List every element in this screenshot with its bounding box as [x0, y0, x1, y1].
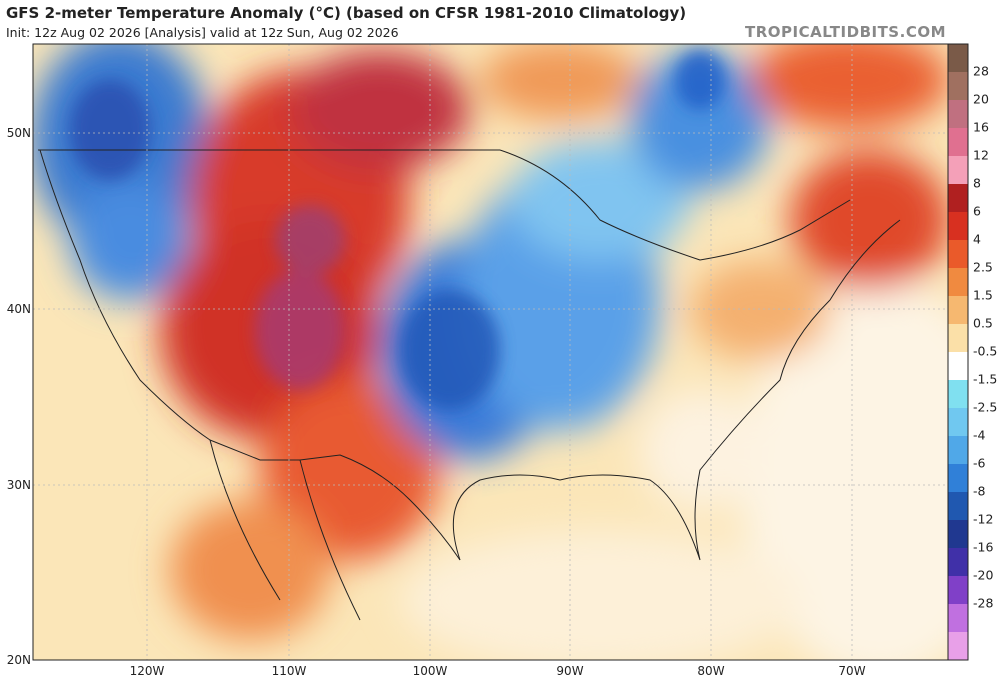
colorbar-swatch	[948, 520, 968, 549]
colorbar-label: -12	[973, 512, 993, 527]
colorbar-label: -28	[973, 596, 993, 611]
colorbar-swatch	[948, 240, 968, 269]
longitude-label: 120W	[130, 664, 165, 678]
colorbar-label: -8	[973, 484, 986, 499]
colorbar-label: -6	[973, 456, 986, 471]
colorbar-label: 20	[973, 92, 989, 107]
title: GFS 2-meter Temperature Anomaly (°C) (ba…	[6, 4, 686, 22]
colorbar-swatch	[948, 184, 968, 213]
longitude-label: 90W	[556, 664, 583, 678]
colorbar-label: -4	[973, 428, 986, 443]
colorbar-swatch	[948, 408, 968, 437]
colorbar-swatch	[948, 212, 968, 241]
latitude-label: 20N	[7, 653, 31, 667]
colorbar-swatch	[948, 128, 968, 157]
colorbar: 28 20 16 12 8 6 4 2.5 1.5 0.5 -0.5 -1.5 -2.5 -4 -6 -8 -1…	[947, 43, 997, 661]
colorbar-label: 0.5	[973, 316, 993, 331]
colorbar-swatch	[948, 72, 968, 101]
colorbar-swatch	[948, 324, 968, 353]
colorbar-label: 16	[973, 120, 989, 135]
colorbar-swatch	[948, 44, 968, 73]
colorbar-swatch	[948, 604, 968, 633]
watermark: TROPICALTIDBITS.COM	[745, 23, 946, 41]
colorbar-label: 6	[973, 204, 981, 219]
colorbar-swatch	[948, 464, 968, 493]
colorbar-label: 28	[973, 64, 989, 79]
colorbar-label: 12	[973, 148, 989, 163]
colorbar-swatch	[948, 492, 968, 521]
colorbar-label: 2.5	[973, 260, 993, 275]
colorbar-swatch	[948, 576, 968, 605]
latitude-label: 30N	[7, 478, 31, 492]
colorbar-label: 4	[973, 232, 981, 247]
colorbar-swatch	[948, 156, 968, 185]
colorbar-swatch	[948, 100, 968, 129]
latitude-label: 40N	[7, 302, 31, 316]
colorbar-swatch	[948, 296, 968, 325]
subtitle: Init: 12z Aug 02 2026 [Analysis] valid a…	[6, 25, 399, 40]
colorbar-label: 8	[973, 176, 981, 191]
longitude-label: 70W	[838, 664, 865, 678]
latitude-label: 50N	[7, 126, 31, 140]
anomaly-field	[33, 44, 948, 660]
colorbar-label: 1.5	[973, 288, 993, 303]
longitude-label: 110W	[272, 664, 307, 678]
colorbar-label: -16	[973, 540, 993, 555]
colorbar-label: -0.5	[973, 344, 997, 359]
colorbar-swatch	[948, 380, 968, 409]
colorbar-swatch	[948, 268, 968, 297]
colorbar-label: -1.5	[973, 372, 997, 387]
colorbar-swatch	[948, 548, 968, 577]
longitude-label: 80W	[697, 664, 724, 678]
colorbar-swatch	[948, 632, 968, 661]
colorbar-label: -2.5	[973, 400, 997, 415]
longitude-label: 100W	[413, 664, 448, 678]
colorbar-swatch	[948, 352, 968, 381]
colorbar-label: -20	[973, 568, 993, 583]
colorbar-swatch	[948, 436, 968, 465]
colorbar-frame	[947, 43, 969, 661]
borders	[38, 149, 901, 621]
